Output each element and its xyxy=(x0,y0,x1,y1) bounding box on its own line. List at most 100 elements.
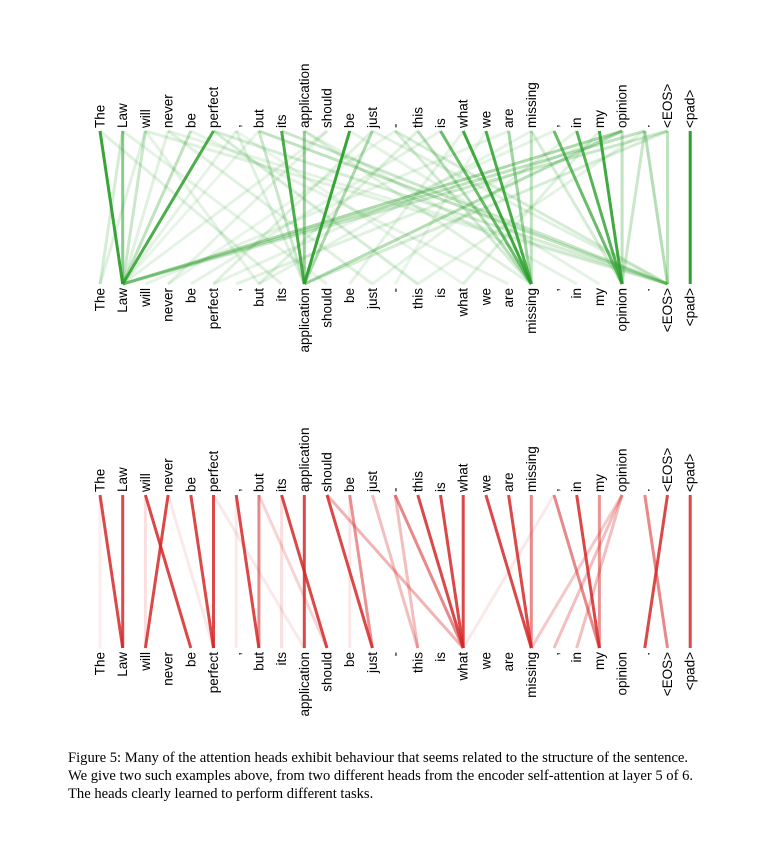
red-head-link xyxy=(212,494,306,649)
token-label-top: Law xyxy=(115,467,130,492)
token-label-bottom: what xyxy=(456,288,471,318)
green-head-link xyxy=(122,129,623,286)
green-head-link xyxy=(371,129,578,286)
token-label-bottom: <pad> xyxy=(683,288,698,326)
token-label-bottom: in xyxy=(569,288,584,299)
green-head-link xyxy=(393,130,488,285)
green-head-link xyxy=(484,130,533,285)
token-label-bottom: be xyxy=(342,652,357,667)
token-label-bottom: The xyxy=(93,652,108,675)
token-label-bottom: in xyxy=(569,652,584,663)
token-label-top: opinion xyxy=(615,448,630,492)
red-head-link xyxy=(257,494,329,649)
token-label-top: are xyxy=(501,472,516,492)
token-label-bottom: what xyxy=(456,652,471,682)
red-head-link xyxy=(143,494,193,649)
green-head-link xyxy=(303,129,623,286)
red-head-link xyxy=(552,494,601,649)
token-label-bottom: application xyxy=(297,288,312,353)
token-label-bottom: , xyxy=(547,652,562,656)
token-label-bottom: my xyxy=(592,288,607,306)
token-label-top: , xyxy=(229,488,244,492)
green-head-link xyxy=(258,129,669,286)
token-label-bottom: will xyxy=(138,652,153,672)
green-head-link xyxy=(98,130,125,285)
green-head-link xyxy=(416,129,646,286)
token-label-top: missing xyxy=(524,446,539,492)
token-label-bottom: my xyxy=(592,652,607,670)
token-label-top: this xyxy=(410,107,425,128)
token-label-bottom: <EOS> xyxy=(660,288,675,332)
token-label-top: are xyxy=(501,108,516,128)
green-head-link xyxy=(121,130,238,285)
token-label-bottom: , xyxy=(547,288,562,292)
token-label-bottom: its xyxy=(274,652,289,666)
token-label-top: we xyxy=(478,111,493,129)
green-head-link xyxy=(302,130,352,285)
red-head-link xyxy=(189,494,215,649)
token-label-bottom: are xyxy=(501,652,516,672)
token-label-top: opinion xyxy=(615,84,630,128)
token-label-top: , xyxy=(547,124,562,128)
token-label-bottom: . xyxy=(637,288,652,292)
green-head-link xyxy=(394,129,669,286)
token-label-bottom: missing xyxy=(524,652,539,698)
token-label-top: just xyxy=(365,107,380,129)
token-label-bottom: we xyxy=(478,288,493,306)
token-label-bottom: should xyxy=(320,652,335,692)
green-head-link xyxy=(99,129,283,286)
green-head-link xyxy=(121,129,328,286)
token-label-bottom: <EOS> xyxy=(660,652,675,696)
green-head-link xyxy=(167,129,396,286)
green-head-link xyxy=(235,129,465,286)
token-label-bottom: its xyxy=(274,288,289,302)
green-head-link xyxy=(302,130,374,285)
green-head-link xyxy=(144,129,668,286)
token-label-top: what xyxy=(456,463,471,493)
token-label-top: <pad> xyxy=(683,454,698,492)
token-label-top: but xyxy=(251,473,266,492)
green-head-link xyxy=(144,130,261,285)
green-head-link xyxy=(121,130,261,285)
token-label-top: The xyxy=(93,469,108,492)
red-head-link xyxy=(530,494,624,649)
token-label-top: my xyxy=(592,110,607,128)
green-head-link xyxy=(371,129,669,286)
green-head-link xyxy=(643,130,669,285)
token-label-top: , xyxy=(547,488,562,492)
token-label-bottom: perfect xyxy=(206,288,221,330)
token-label-bottom: this xyxy=(410,288,425,309)
token-label-top: never xyxy=(161,458,176,492)
token-label-bottom: , xyxy=(229,652,244,656)
green-head-link xyxy=(190,129,510,286)
token-label-bottom: just xyxy=(365,652,380,674)
token-label-bottom: are xyxy=(501,288,516,308)
green-head-link xyxy=(620,130,647,285)
token-label-top: we xyxy=(478,475,493,493)
red-head-link xyxy=(325,494,374,649)
token-label-top: in xyxy=(569,117,584,128)
green-head-link xyxy=(213,129,668,286)
green-head-link xyxy=(257,130,306,285)
token-label-bottom: this xyxy=(410,652,425,673)
token-label-bottom: - xyxy=(388,288,403,293)
token-label-top: its xyxy=(274,114,289,128)
red-head-link xyxy=(325,494,465,649)
green-head-link xyxy=(167,129,668,286)
green-head-link xyxy=(121,130,170,285)
token-label-bottom: will xyxy=(138,288,153,308)
green-head-link xyxy=(167,129,374,286)
token-label-bottom: we xyxy=(478,652,493,670)
red-attention-panel: TheTheLawLawwillwillneverneverbebeperfec… xyxy=(93,427,698,716)
red-head-link xyxy=(393,494,465,649)
token-label-top: but xyxy=(251,109,266,128)
token-label-top: . xyxy=(637,124,652,128)
token-label-top: be xyxy=(342,477,357,492)
token-label-top: will xyxy=(138,109,153,129)
token-label-top: should xyxy=(320,452,335,492)
green-head-link xyxy=(122,129,646,286)
token-label-top: is xyxy=(433,118,448,128)
token-label-top: never xyxy=(161,94,176,128)
token-label-bottom: but xyxy=(251,652,266,671)
red-head-link xyxy=(143,494,170,649)
